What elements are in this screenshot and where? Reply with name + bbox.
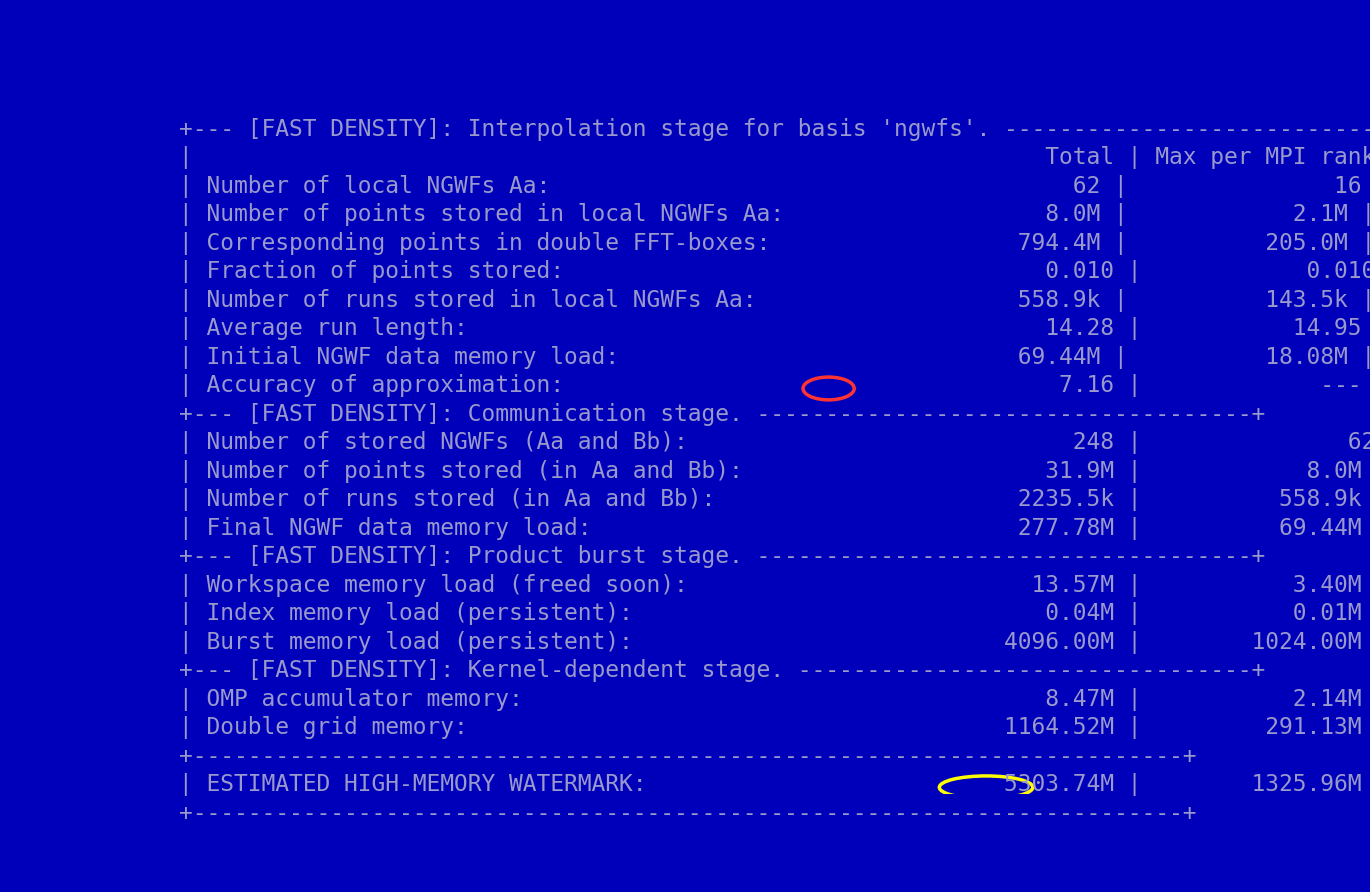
Text: | Number of points stored (in Aa and Bb):                      31.9M |          : | Number of points stored (in Aa and Bb)…	[179, 459, 1370, 483]
Text: | Final NGWF data memory load:                               277.78M |          : | Final NGWF data memory load: 277.78M |	[179, 516, 1370, 540]
Text: +--- [FAST DENSITY]: Communication stage. ------------------------------------+: +--- [FAST DENSITY]: Communication stage…	[179, 402, 1266, 425]
Text: | Number of points stored in local NGWFs Aa:                   8.0M |           : | Number of points stored in local NGWFs…	[179, 203, 1370, 227]
Text: | Burst memory load (persistent):                           4096.00M |        10: | Burst memory load (persistent): 4096.0…	[179, 631, 1370, 654]
Text: | Number of runs stored (in Aa and Bb):                      2235.5k |          : | Number of runs stored (in Aa and Bb): …	[179, 488, 1370, 511]
Text: | OMP accumulator memory:                                      8.47M |          : | OMP accumulator memory: 8.47M |	[179, 688, 1370, 711]
Text: +--- [FAST DENSITY]: Interpolation stage for basis 'ngwfs'. --------------------: +--- [FAST DENSITY]: Interpolation stage…	[179, 118, 1370, 141]
Text: +--- [FAST DENSITY]: Kernel-dependent stage. ---------------------------------+: +--- [FAST DENSITY]: Kernel-dependent st…	[179, 659, 1266, 682]
Text: +------------------------------------------------------------------------+: +---------------------------------------…	[179, 802, 1196, 824]
Text: | Fraction of points stored:                                   0.010 |          : | Fraction of points stored: 0.010 |	[179, 260, 1370, 284]
Text: | Number of runs stored in local NGWFs Aa:                   558.9k |          1: | Number of runs stored in local NGWFs A…	[179, 289, 1370, 312]
Text: +------------------------------------------------------------------------+: +---------------------------------------…	[179, 745, 1196, 768]
Text: | Average run length:                                          14.28 |          : | Average run length: 14.28 |	[179, 318, 1370, 340]
Text: | Number of local NGWFs Aa:                                      62 |           : | Number of local NGWFs Aa: 62 |	[179, 175, 1370, 198]
Text: | Workspace memory load (freed soon):                         13.57M |          : | Workspace memory load (freed soon): 13…	[179, 574, 1370, 597]
Text: | Initial NGWF data memory load:                             69.44M |          1: | Initial NGWF data memory load: 69.44M …	[179, 346, 1370, 368]
Text: | Double grid memory:                                       1164.52M |         2: | Double grid memory: 1164.52M | 2	[179, 716, 1370, 739]
Text: | Accuracy of approximation:                                    7.16 |          : | Accuracy of approximation: 7.16 |	[179, 375, 1370, 397]
Text: | Index memory load (persistent):                              0.04M |          : | Index memory load (persistent): 0.04M …	[179, 602, 1370, 625]
Text: +--- [FAST DENSITY]: Product burst stage. ------------------------------------+: +--- [FAST DENSITY]: Product burst stage…	[179, 545, 1266, 568]
Text: | Number of stored NGWFs (Aa and Bb):                            248 |          : | Number of stored NGWFs (Aa and Bb): 24…	[179, 431, 1370, 454]
Text: | ESTIMATED HIGH-MEMORY WATERMARK:                          5303.74M |        13: | ESTIMATED HIGH-MEMORY WATERMARK: 5303.…	[179, 773, 1370, 796]
Text: |                                                              Total | Max per M: | Total | Max per M	[179, 146, 1370, 169]
Text: | Corresponding points in double FFT-boxes:                  794.4M |          2: | Corresponding points in double FFT-box…	[179, 232, 1370, 255]
